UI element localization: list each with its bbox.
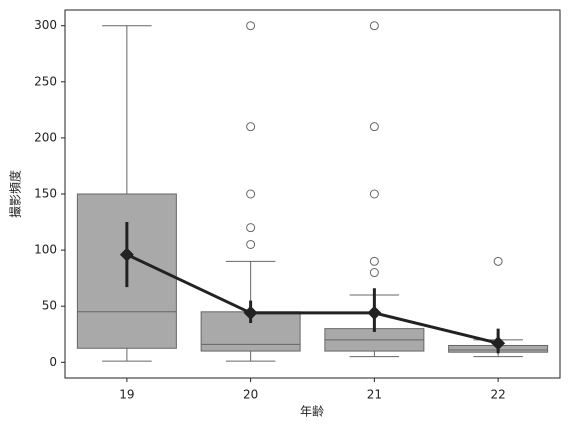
flier — [246, 122, 256, 132]
flier — [246, 239, 256, 249]
y-tick-label: 150 — [34, 187, 57, 201]
flier — [246, 223, 256, 233]
flier — [369, 256, 379, 266]
mean-line — [126, 253, 499, 345]
x-tick-label: 19 — [119, 388, 134, 402]
flier — [246, 21, 256, 31]
flier — [369, 268, 379, 278]
flier — [369, 21, 379, 31]
mean-marker — [119, 247, 134, 262]
y-tick-label: 200 — [34, 130, 57, 144]
y-axis-label: 撮影頻度 — [8, 170, 23, 218]
y-tick-label: 0 — [49, 355, 57, 369]
flier — [369, 189, 379, 199]
y-tick-label: 250 — [34, 74, 57, 88]
mean-marker — [491, 336, 506, 351]
flier — [369, 122, 379, 132]
y-tick-label: 300 — [34, 18, 57, 32]
flier — [246, 189, 256, 199]
y-tick-label: 50 — [42, 299, 57, 313]
x-tick-label: 20 — [243, 388, 258, 402]
mean-marker — [243, 305, 258, 320]
x-axis-label: 年齢 — [300, 404, 324, 419]
mean-marker — [367, 305, 382, 320]
x-tick-label: 21 — [367, 388, 382, 402]
x-tick-label: 22 — [490, 388, 505, 402]
flier — [493, 256, 503, 266]
y-tick-label: 100 — [34, 243, 57, 257]
